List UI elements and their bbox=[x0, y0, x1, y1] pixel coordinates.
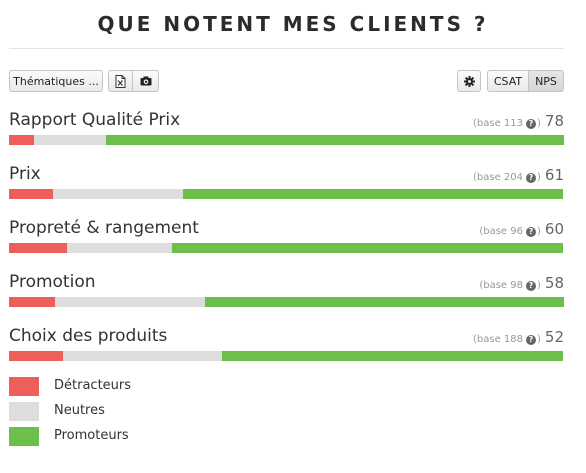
base-closing-paren: ) bbox=[537, 118, 541, 129]
legend-swatch bbox=[9, 402, 39, 421]
help-icon[interactable]: ? bbox=[526, 119, 536, 129]
help-icon[interactable]: ? bbox=[526, 335, 536, 345]
base-closing-paren: ) bbox=[537, 334, 541, 345]
promoteurs-segment bbox=[172, 243, 563, 253]
neutres-segment bbox=[55, 297, 205, 307]
legend-swatch bbox=[9, 427, 39, 446]
score-row: Prix (base 204?) 61 bbox=[9, 164, 564, 204]
help-icon[interactable]: ? bbox=[526, 227, 536, 237]
nps-score: 60 bbox=[544, 220, 564, 238]
base-count: (base 188 bbox=[472, 334, 523, 345]
base-count: (base 204 bbox=[472, 172, 523, 183]
row-label: Promotion bbox=[9, 272, 96, 292]
score-row: Rapport Qualité Prix (base 113?) 78 bbox=[9, 110, 564, 150]
neutres-segment bbox=[53, 189, 183, 199]
nps-label: NPS bbox=[535, 74, 557, 88]
csat-label: CSAT bbox=[493, 74, 523, 88]
row-label: Choix des produits bbox=[9, 326, 168, 346]
detracteurs-segment bbox=[9, 135, 34, 145]
row-meta: (base 188?) 52 bbox=[473, 328, 564, 346]
detracteurs-segment bbox=[9, 189, 53, 199]
row-label: Propreté & rangement bbox=[9, 218, 199, 238]
row-label: Rapport Qualité Prix bbox=[9, 110, 181, 130]
nps-score: 78 bbox=[544, 112, 564, 130]
camera-icon bbox=[140, 76, 152, 86]
legend-label: Neutres bbox=[54, 403, 105, 418]
page-title: QUE NOTENT MES CLIENTS ? bbox=[97, 12, 489, 36]
detracteurs-segment bbox=[9, 297, 55, 307]
nps-score: 61 bbox=[544, 166, 564, 184]
row-meta: (base 113?) 78 bbox=[473, 112, 564, 130]
base-closing-paren: ) bbox=[537, 226, 541, 237]
promoteurs-segment bbox=[106, 135, 564, 145]
base-count: (base 96 bbox=[479, 226, 523, 237]
neutres-segment bbox=[67, 243, 172, 253]
score-row: Propreté & rangement (base 96?) 60 bbox=[9, 218, 564, 258]
excel-export-icon bbox=[115, 74, 126, 88]
base-count: (base 113 bbox=[472, 118, 523, 129]
row-meta: (base 98?) 58 bbox=[479, 274, 564, 292]
base-closing-paren: ) bbox=[537, 172, 541, 183]
base-count: (base 98 bbox=[479, 280, 523, 291]
neutres-segment bbox=[63, 351, 222, 361]
score-row: Choix des produits (base 188?) 52 bbox=[9, 326, 564, 366]
help-icon[interactable]: ? bbox=[526, 281, 536, 291]
gear-icon bbox=[463, 75, 475, 87]
row-label: Prix bbox=[9, 164, 41, 184]
stacked-bar bbox=[9, 297, 564, 307]
nps-toggle-button[interactable]: NPS bbox=[529, 70, 564, 92]
promoteurs-segment bbox=[222, 351, 563, 361]
row-meta: (base 204?) 61 bbox=[473, 166, 564, 184]
thematiques-label: Thématiques ... bbox=[13, 74, 99, 88]
screenshot-button[interactable] bbox=[133, 70, 159, 92]
detracteurs-segment bbox=[9, 351, 63, 361]
stacked-bar bbox=[9, 189, 564, 199]
thematiques-dropdown-button[interactable]: Thématiques ... bbox=[9, 70, 103, 92]
promoteurs-segment bbox=[205, 297, 564, 307]
title-divider bbox=[9, 48, 564, 49]
promoteurs-segment bbox=[183, 189, 563, 199]
stacked-bar bbox=[9, 351, 564, 361]
base-closing-paren: ) bbox=[537, 280, 541, 291]
legend-label: Détracteurs bbox=[54, 378, 132, 393]
nps-score: 52 bbox=[544, 328, 564, 346]
stacked-bar bbox=[9, 135, 564, 145]
settings-button[interactable] bbox=[457, 70, 481, 92]
row-meta: (base 96?) 60 bbox=[479, 220, 564, 238]
legend-swatch bbox=[9, 377, 39, 396]
excel-export-button[interactable] bbox=[108, 70, 133, 92]
help-icon[interactable]: ? bbox=[526, 173, 536, 183]
score-row: Promotion (base 98?) 58 bbox=[9, 272, 564, 312]
detracteurs-segment bbox=[9, 243, 67, 253]
csat-toggle-button[interactable]: CSAT bbox=[487, 70, 529, 92]
stacked-bar bbox=[9, 243, 564, 253]
nps-score: 58 bbox=[544, 274, 564, 292]
neutres-segment bbox=[34, 135, 106, 145]
legend-label: Promoteurs bbox=[54, 428, 129, 443]
